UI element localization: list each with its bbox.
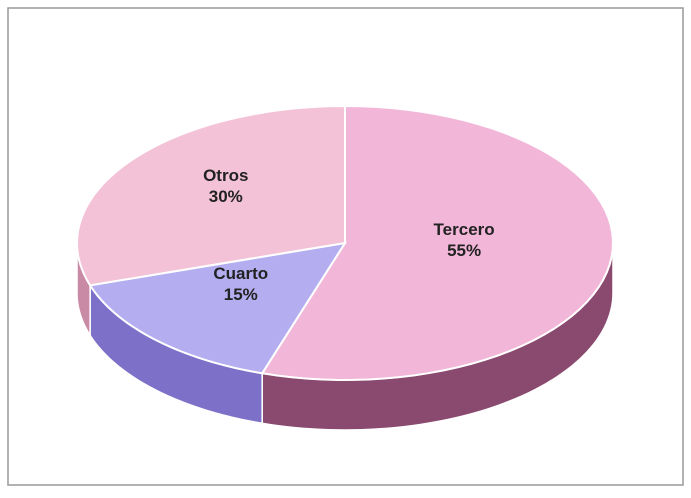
slice <box>260 104 614 381</box>
value-label: 55% <box>447 241 481 260</box>
slice <box>75 104 346 287</box>
slice-label: Cuarto <box>213 264 268 283</box>
value-label: 30% <box>209 187 243 206</box>
value-label: 15% <box>224 285 258 304</box>
slice-label: Otros <box>203 166 248 185</box>
slice-label: Tercero <box>434 220 495 239</box>
